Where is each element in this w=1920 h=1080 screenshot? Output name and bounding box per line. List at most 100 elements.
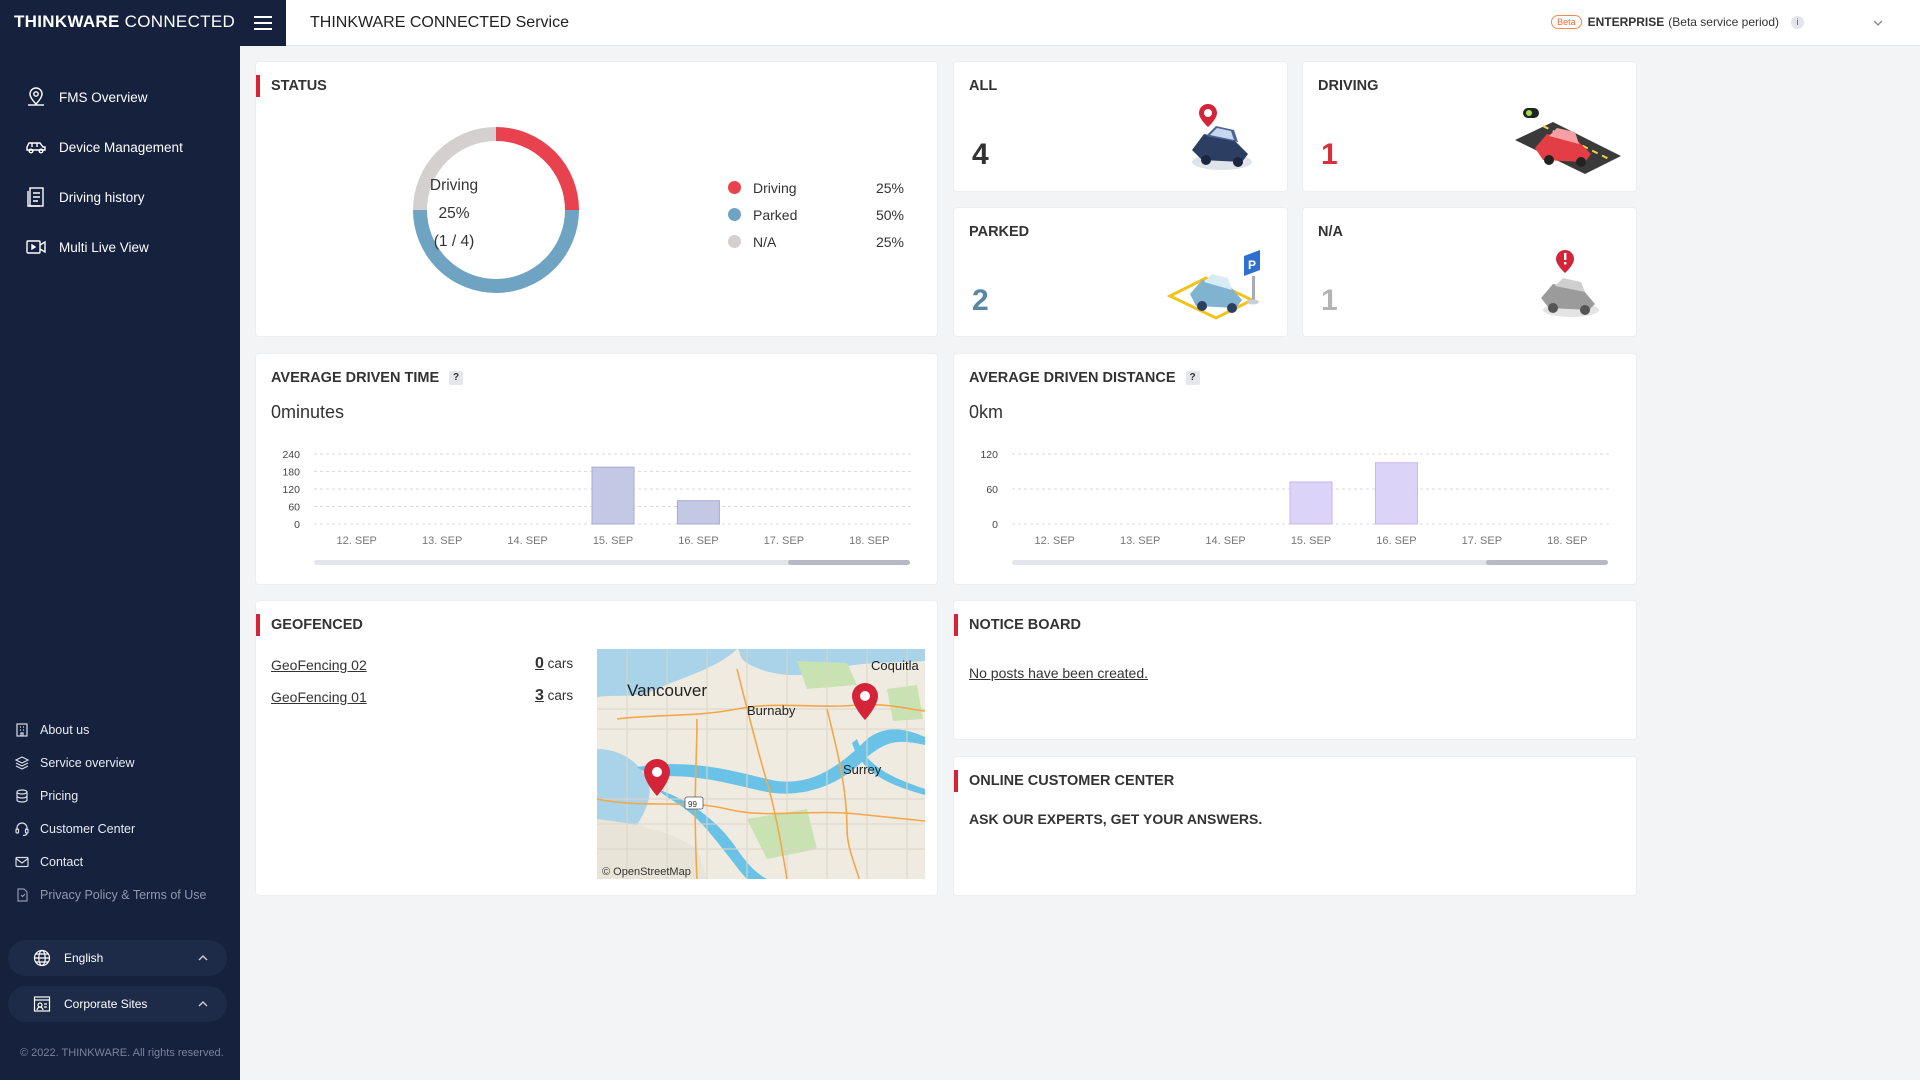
geofenced-title: GEOFENCED [256, 614, 363, 636]
map-pin-icon [28, 87, 44, 106]
corporate-sites-selector[interactable]: Corporate Sites [8, 986, 227, 1022]
avg-distance-value: 0km [969, 402, 1004, 422]
status-donut-chart [413, 127, 579, 293]
sidebar-item-label: Driving history [59, 189, 145, 205]
scrollbar-thumb[interactable] [788, 560, 910, 565]
policy-icon [17, 887, 28, 902]
donut-slice-parked[interactable] [413, 127, 579, 293]
sidebar-links: About us Service overview Pricing Custom… [0, 713, 240, 911]
headset-icon [15, 821, 29, 836]
legend-dot [728, 208, 741, 221]
link-about-us[interactable]: About us [0, 713, 240, 746]
tile-label: N/A [1318, 224, 1343, 240]
plan-name: ENTERPRISE [1587, 15, 1665, 29]
donut-slice-na[interactable] [413, 127, 579, 293]
all-cars-icon [1192, 104, 1252, 170]
bar[interactable] [1374, 462, 1418, 525]
bar[interactable] [591, 466, 635, 525]
y-tick-label: 60 [288, 502, 300, 514]
avg-time-value: 0minutes [271, 402, 345, 422]
link-contact[interactable]: Contact [0, 845, 240, 878]
y-tick-label: 60 [986, 484, 998, 496]
link-customer-center[interactable]: Customer Center [0, 812, 240, 845]
x-tick-label: 17. SEP [1462, 535, 1502, 547]
chevron-down-icon[interactable] [1872, 17, 1884, 29]
plan-indicator[interactable]: Beta ENTERPRISE (Beta service period) i [1551, 15, 1804, 29]
map-label-surrey: Surrey [843, 762, 882, 777]
avg-time-title: AVERAGE DRIVEN TIME ? [271, 370, 464, 386]
info-icon[interactable]: i [1791, 15, 1804, 29]
sidebar-item-multi-live-view[interactable]: Multi Live View [0, 222, 240, 272]
beta-badge: Beta [1551, 15, 1582, 29]
sidebar-item-label: Device Management [59, 139, 183, 155]
building-icon [16, 722, 28, 737]
car-icon [26, 142, 46, 154]
hamburger-icon [254, 16, 272, 30]
sidebar-item-driving-history[interactable]: Driving history [0, 172, 240, 222]
map-marker-icon[interactable] [644, 759, 670, 796]
customer-center-card[interactable]: ONLINE CUSTOMER CENTER ASK OUR EXPERTS, … [953, 757, 1636, 895]
tile-label: ALL [969, 78, 998, 94]
y-tick-label: 240 [282, 449, 300, 461]
y-tick-label: 0 [294, 519, 300, 531]
sidebar-item-fms-overview[interactable]: FMS Overview [0, 72, 240, 122]
legend-item-driving: Driving 25% [728, 174, 904, 201]
driving-car-icon [1515, 108, 1621, 174]
x-tick-label: 15. SEP [1291, 535, 1331, 547]
legend-dot [728, 235, 741, 248]
notice-empty-link[interactable]: No posts have been created. [969, 665, 1149, 681]
tile-value: 4 [972, 138, 989, 171]
sidebar: THINKWARE CONNECTED FMS Overview Device … [0, 0, 240, 1080]
y-tick-label: 120 [980, 449, 998, 461]
geofence-map[interactable]: 99 Vancouver Burnaby Coquitla Surrey © O… [597, 649, 925, 879]
bar[interactable] [676, 500, 720, 525]
x-tick-label: 16. SEP [1376, 535, 1416, 547]
link-privacy-policy[interactable]: Privacy Policy & Terms of Use [0, 878, 240, 911]
help-icon[interactable]: ? [1185, 371, 1200, 385]
bar[interactable] [1289, 481, 1333, 525]
help-icon[interactable]: ? [449, 371, 464, 385]
map-tiles: 99 Vancouver Burnaby Coquitla Surrey © O… [597, 649, 925, 879]
globe-icon [33, 949, 51, 967]
language-selector[interactable]: English [8, 940, 227, 976]
x-tick-label: 13. SEP [422, 535, 462, 547]
x-tick-label: 15. SEP [593, 535, 633, 547]
y-tick-label: 0 [992, 519, 998, 531]
x-tick-label: 14. SEP [507, 535, 547, 547]
avg-distance-title: AVERAGE DRIVEN DISTANCE ? [969, 370, 1200, 386]
menu-toggle-button[interactable] [240, 0, 286, 46]
x-tick-label: 17. SEP [764, 535, 804, 547]
tile-all[interactable]: ALL 4 [954, 62, 1287, 191]
chart-scrollbar[interactable] [1012, 560, 1608, 565]
sidebar-nav: FMS Overview Device Management Driving h… [0, 72, 240, 272]
y-tick-label: 180 [282, 467, 300, 479]
copyright: © 2022. THINKWARE. All rights reserved. [20, 1047, 224, 1059]
donut-center-pct: 25% [438, 205, 470, 222]
sidebar-item-device-management[interactable]: Device Management [0, 122, 240, 172]
link-pricing[interactable]: Pricing [0, 779, 240, 812]
link-service-overview[interactable]: Service overview [0, 746, 240, 779]
logo[interactable]: THINKWARE CONNECTED [14, 12, 236, 31]
svg-text:P: P [1248, 258, 1256, 272]
chart-scrollbar[interactable] [314, 560, 910, 565]
map-marker-icon[interactable] [852, 683, 878, 720]
chevron-up-icon [198, 955, 208, 961]
legend-dot [728, 181, 741, 194]
geofence-item[interactable]: GeoFencing 01 [271, 689, 367, 705]
document-icon [27, 187, 44, 207]
tile-value: 1 [1321, 284, 1338, 317]
avg-time-bar-chart: 0 60 120 180 240 12. SEP 13. SEP 14. SEP 15. SEP… [282, 449, 912, 547]
geofence-count: 3 cars [535, 687, 574, 704]
x-tick-label: 14. SEP [1205, 535, 1245, 547]
geofence-item[interactable]: GeoFencing 02 [271, 657, 367, 673]
tile-na[interactable]: N/A 1 [1303, 208, 1636, 336]
tile-driving[interactable]: DRIVING 1 [1303, 62, 1636, 191]
scrollbar-thumb[interactable] [1486, 560, 1608, 565]
map-label-vancouver: Vancouver [627, 681, 707, 700]
donut-center-count: (1 / 4) [433, 233, 475, 250]
na-car-icon [1541, 250, 1599, 317]
corporate-icon [33, 996, 51, 1012]
tile-parked[interactable]: PARKED 2 P [954, 208, 1287, 336]
status-title: STATUS [256, 75, 327, 97]
notice-board-card: NOTICE BOARD No posts have been created. [954, 601, 1636, 739]
